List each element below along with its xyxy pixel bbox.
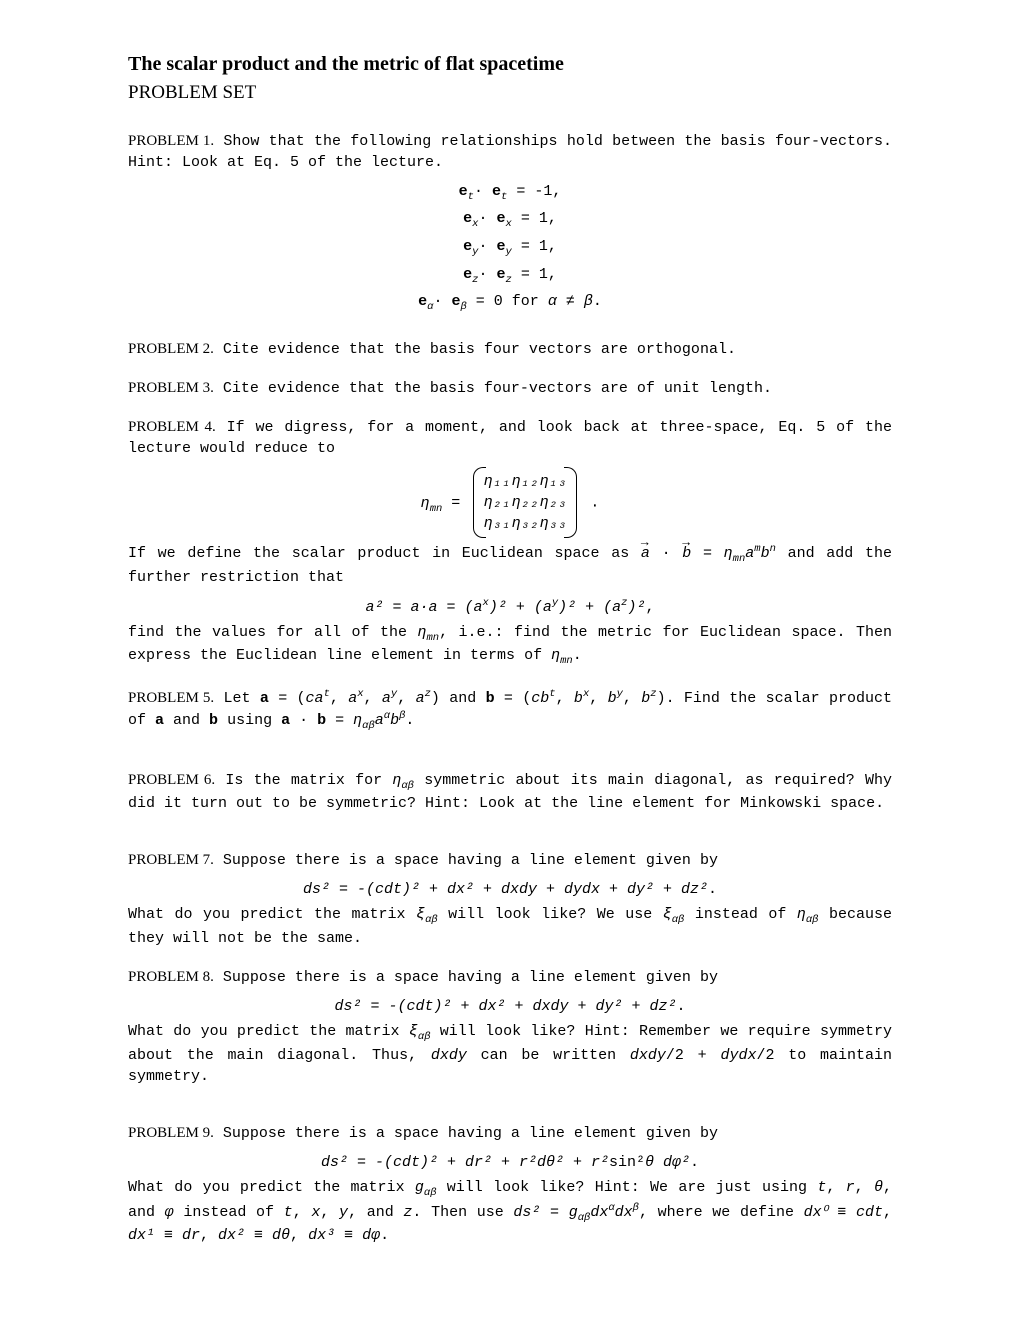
problem-7-label: PROBLEM 7. <box>128 852 214 868</box>
problem-7-eq: ds² = -(cdt)² + dx² + dxdy + dydx + dy² … <box>128 879 892 900</box>
problem-1-eq1: et· et = -1, <box>128 181 892 205</box>
problem-4-matrix: ηmn = η₁₁η₁₂η₁₃ η₂₁η₂₂η₂₃ η₃₁η₃₂η₃₃ . <box>128 467 892 538</box>
problem-8b: What do you predict the matrix ξαβ will … <box>128 1021 892 1087</box>
problem-2-text: Cite evidence that the basis four vector… <box>214 341 736 358</box>
matrix-cell: η₂₁ <box>483 492 511 513</box>
problem-4a: PROBLEM 4. If we digress, for a moment, … <box>128 417 892 459</box>
problem-1-eq4: ez· ez = 1, <box>128 264 892 288</box>
problem-5: PROBLEM 5. Let a = (cat, ax, ay, az) and… <box>128 687 892 734</box>
matrix-cell: η₃₂ <box>511 513 539 534</box>
problem-7-texta: Suppose there is a space having a line e… <box>214 852 718 869</box>
problem-6-label: PROBLEM 6. <box>128 772 215 788</box>
problem-4-texta: If we digress, for a moment, and look ba… <box>128 419 892 457</box>
problem-4-textb-pre: If we define the scalar product in Eucli… <box>128 545 641 562</box>
problem-3-label: PROBLEM 3. <box>128 380 214 396</box>
problem-1-text: Show that the following relationships ho… <box>128 133 892 171</box>
matrix-cell: η₂₂ <box>511 492 539 513</box>
problem-4-label: PROBLEM 4. <box>128 419 216 435</box>
problem-8a: PROBLEM 8. Suppose there is a space havi… <box>128 967 892 988</box>
problem-7b: What do you predict the matrix ξαβ will … <box>128 904 892 949</box>
problem-4b: If we define the scalar product in Eucli… <box>128 542 892 588</box>
problem-4-eq: a² = a·a = (ax)² + (ay)² + (az)², <box>128 596 892 618</box>
page-subtitle: PROBLEM SET <box>128 80 892 107</box>
problem-1-eq3: ey· ey = 1, <box>128 236 892 260</box>
problem-5-label: PROBLEM 5. <box>128 690 214 706</box>
matrix-cell: η₃₃ <box>539 513 567 534</box>
problem-1-eq5: eα· eβ = 0 for α ≠ β. <box>128 291 892 315</box>
problem-9b: What do you predict the matrix gαβ will … <box>128 1177 892 1246</box>
problem-4c: find the values for all of the ηmn, i.e.… <box>128 622 892 669</box>
problem-9-eq: ds² = -(cdt)² + dr² + r²dθ² + r²sin²θ dφ… <box>128 1152 892 1173</box>
matrix-cell: η₁₂ <box>511 471 539 492</box>
matrix-cell: η₃₁ <box>483 513 511 534</box>
problem-8-eq: ds² = -(cdt)² + dx² + dxdy + dy² + dz². <box>128 996 892 1017</box>
problem-9-label: PROBLEM 9. <box>128 1125 214 1141</box>
matrix-cell: η₁₁ <box>483 471 511 492</box>
problem-2: PROBLEM 2. Cite evidence that the basis … <box>128 339 892 360</box>
matrix-cell: η₂₃ <box>539 492 567 513</box>
problem-8-label: PROBLEM 8. <box>128 969 214 985</box>
problem-7a: PROBLEM 7. Suppose there is a space havi… <box>128 850 892 871</box>
problem-9a: PROBLEM 9. Suppose there is a space havi… <box>128 1123 892 1144</box>
problem-3: PROBLEM 3. Cite evidence that the basis … <box>128 378 892 399</box>
problem-2-label: PROBLEM 2. <box>128 341 214 357</box>
problem-1-eq2: ex· ex = 1, <box>128 208 892 232</box>
problem-1-label: PROBLEM 1. <box>128 133 214 149</box>
problem-3-text: Cite evidence that the basis four-vector… <box>214 380 772 397</box>
problem-6: PROBLEM 6. Is the matrix for ηαβ symmetr… <box>128 770 892 815</box>
matrix-cell: η₁₃ <box>539 471 567 492</box>
problem-8-texta: Suppose there is a space having a line e… <box>214 969 718 986</box>
problem-1: PROBLEM 1. Show that the following relat… <box>128 131 892 173</box>
problem-9-texta: Suppose there is a space having a line e… <box>214 1125 718 1142</box>
page-title: The scalar product and the metric of fla… <box>128 50 892 78</box>
